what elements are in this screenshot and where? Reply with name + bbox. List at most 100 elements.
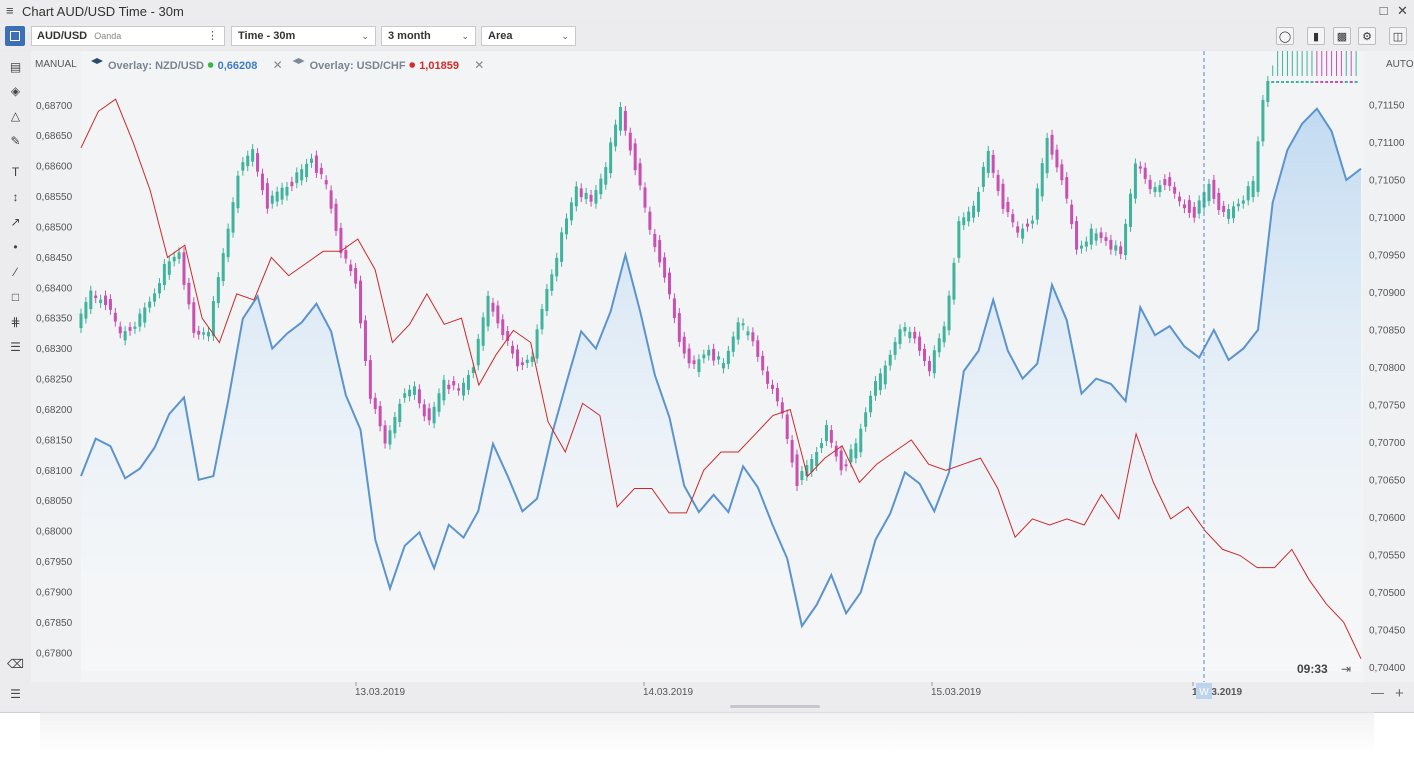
candle-body [1227, 209, 1231, 219]
zoom-out-icon[interactable]: — [1371, 685, 1384, 700]
candle-body [368, 360, 372, 399]
layers-icon[interactable]: ◈ [10, 84, 21, 98]
overlay-label: Overlay: USD/CHF [310, 60, 406, 72]
gear-icon[interactable]: ⚙ [1358, 27, 1376, 45]
candle-body [177, 252, 181, 259]
candle-body [952, 262, 956, 300]
candle-body [1006, 201, 1010, 213]
left-tick-label: 0,68000 [36, 527, 73, 538]
candle-body [643, 187, 647, 208]
list-icon[interactable]: ☰ [10, 687, 21, 701]
candle-body [202, 332, 206, 335]
candle-body [148, 301, 152, 308]
candle-body [751, 332, 755, 342]
range-select[interactable]: 3 month ⌄ [381, 26, 476, 46]
candle-body [947, 295, 951, 331]
indicators-icon[interactable]: ▤ [9, 60, 22, 74]
candle-body [913, 331, 917, 339]
candle-body [334, 203, 338, 231]
candle-body [579, 188, 583, 198]
candle-body [829, 430, 833, 443]
window-title: Chart AUD/USD Time - 30m [22, 4, 184, 19]
sync-icon[interactable]: ◯ [1276, 27, 1294, 45]
layout-toggle-button[interactable] [5, 26, 25, 46]
maximize-icon[interactable]: □ [1379, 3, 1388, 18]
horizontal-line-icon[interactable]: • [13, 240, 18, 254]
template-icon[interactable]: ▩ [1333, 27, 1351, 45]
candle-body [927, 361, 931, 372]
time-axis: 13.03.2019 14.03.2019 15.03.2019 18.03.2019… [31, 682, 1414, 711]
candle-body [668, 272, 672, 295]
left-tick-label: 0,67850 [36, 618, 73, 629]
candle-body [324, 180, 328, 185]
candle-body [1231, 206, 1235, 219]
candle-body [466, 375, 470, 390]
channel-tool-icon[interactable]: ⋕ [10, 315, 21, 329]
candle-body [795, 454, 799, 487]
candle-body [118, 326, 122, 334]
symbol-selector[interactable]: AUD/USD Oanda ⋮ [31, 26, 225, 46]
candle-body [972, 205, 976, 218]
candle-body [721, 363, 725, 369]
candle-body [839, 450, 843, 471]
trend-line-icon[interactable]: ∕ [14, 265, 17, 279]
candle-body [766, 371, 770, 384]
chart-type-select[interactable]: Area ⌄ [481, 26, 576, 46]
candle-body [761, 355, 765, 371]
menu-icon[interactable]: ≡ [6, 3, 14, 18]
candle-body [412, 386, 416, 395]
close-icon[interactable]: ✕ [273, 58, 283, 72]
candle-body [1168, 177, 1172, 186]
vertical-line-icon[interactable]: ↕ [12, 190, 19, 204]
timeframe-select[interactable]: Time - 30m ⌄ [231, 26, 376, 46]
candle-body [550, 274, 554, 291]
candle-body [422, 404, 426, 417]
close-icon[interactable]: ✕ [1397, 3, 1408, 18]
candle-body [319, 167, 323, 175]
more-icon[interactable]: ⋮ [207, 30, 218, 42]
jump-to-end-icon[interactable]: ⇥ [1341, 662, 1351, 676]
candle-body [810, 459, 814, 473]
trash-icon[interactable]: ⌫ [7, 657, 24, 671]
candle-body [1129, 193, 1133, 227]
candle-body [1310, 81, 1314, 83]
zoom-in-icon[interactable]: + [1395, 685, 1404, 702]
candle-body [618, 106, 622, 131]
candle-body [1178, 196, 1182, 202]
toolbar: AUD/USD Oanda ⋮ Time - 30m ⌄ 3 month ⌄ A… [0, 23, 1414, 50]
candle-body [486, 295, 490, 327]
candle-body [1241, 200, 1245, 204]
candle-body [815, 452, 819, 467]
candle-body [403, 393, 407, 398]
chart-window: ≡ Chart AUD/USD Time - 30m □ ✕ AUD/USD O… [0, 0, 1414, 713]
left-tick-label: 0,68150 [36, 435, 73, 446]
candle-body [187, 282, 191, 305]
rectangle-tool-icon[interactable]: □ [11, 290, 20, 304]
candle-body [153, 293, 157, 302]
candle-body [314, 155, 318, 173]
alert-bell-icon[interactable]: △ [10, 109, 21, 123]
candle-body [717, 356, 721, 360]
text-tool-icon[interactable]: T [11, 165, 20, 179]
fibonacci-tool-icon[interactable]: ☰ [10, 340, 21, 354]
horizontal-scrollbar[interactable] [730, 705, 820, 708]
candle-body [1153, 187, 1157, 193]
candle-body [599, 178, 603, 195]
pencil-icon[interactable]: ✎ [10, 134, 21, 148]
panel-toggle-icon[interactable]: ◫ [1389, 27, 1407, 45]
candle-body [442, 379, 446, 401]
candle-body [942, 326, 946, 343]
right-tick-label: 0,70900 [1369, 288, 1406, 299]
mouse-icon[interactable]: ▮ [1307, 27, 1325, 45]
close-icon[interactable]: ✕ [474, 58, 484, 72]
candle-body [986, 150, 990, 173]
candle-body [378, 406, 382, 427]
chart-area[interactable]: 0,68700 0,68650 0,68600 0,68550 0,68500 0,684… [31, 51, 1414, 682]
arrow-tool-icon[interactable]: ↗ [10, 215, 21, 229]
candle-body [300, 169, 304, 181]
chart-svg[interactable]: 0,68700 0,68650 0,68600 0,68550 0,68500 0,684… [31, 51, 1414, 682]
candle-body [373, 397, 377, 410]
candle-body [569, 202, 573, 221]
overlay-label: Overlay: NZD/USD [108, 60, 204, 72]
candle-body [427, 408, 431, 421]
